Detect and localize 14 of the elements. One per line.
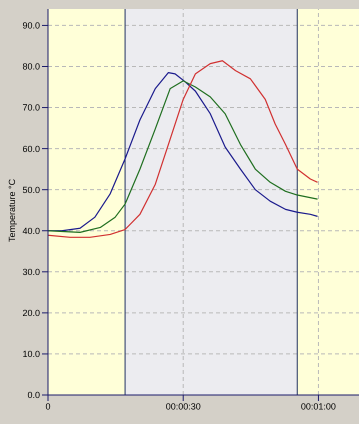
y-tick-label: 10.0 xyxy=(22,349,40,360)
y-tick-label: 90.0 xyxy=(22,20,40,31)
y-tick-label: 70.0 xyxy=(22,102,40,113)
y-tick-label: 40.0 xyxy=(22,226,40,236)
x-tick-label: 00:00:30 xyxy=(166,401,201,412)
y-tick-label: 0.0 xyxy=(27,390,40,400)
y-tick-label: 50.0 xyxy=(22,184,40,195)
x-tick-label: 0 xyxy=(45,401,51,412)
x-tick-label: 00:01:00 xyxy=(300,401,336,412)
y-axis-title: Temperature °C xyxy=(7,178,18,242)
y-tick-label: 30.0 xyxy=(22,267,40,278)
y-tick-label: 60.0 xyxy=(22,144,40,154)
y-tick-label: 80.0 xyxy=(22,62,40,72)
y-tick-label: 20.0 xyxy=(22,308,40,318)
